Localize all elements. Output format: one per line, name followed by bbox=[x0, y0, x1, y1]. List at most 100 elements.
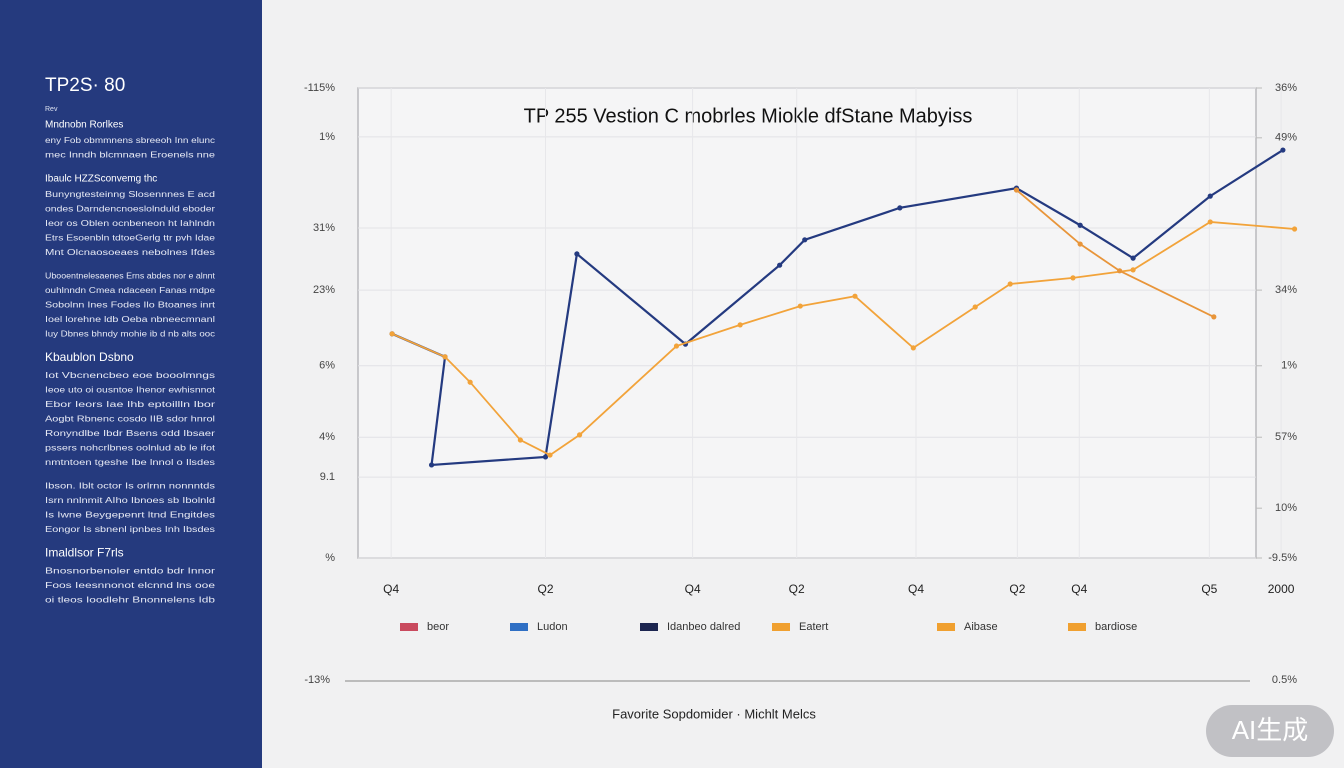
plot-frame bbox=[357, 87, 1257, 559]
point bbox=[517, 437, 523, 443]
point bbox=[1070, 275, 1076, 281]
sidebar-line: Mnt Olcnaosoeaes nebolnes Ifdes bbox=[45, 248, 215, 257]
sidebar-line: Eongor Is sbnenl ipnbes Inh Ibsdes bbox=[45, 525, 215, 534]
y-tick-label: -115% bbox=[304, 82, 335, 94]
y2-tick-label: 1% bbox=[1281, 360, 1297, 372]
point bbox=[737, 322, 743, 328]
sidebar-line: Iuy Dbnes bhndy mohie ib d nb alts ooc bbox=[45, 330, 215, 339]
series-line bbox=[1015, 189, 1215, 318]
sidebar-line: pssers nohcrlbnes oolnlud ab le ifot bbox=[45, 444, 216, 453]
sidebar-line: Ieor os Oblen ocnbeneon ht Iahlndn bbox=[45, 219, 215, 228]
badge-text: AI生成 bbox=[1232, 715, 1309, 745]
sidebar-line: Foos Ieesnnonot elcnnd lns ooe bbox=[45, 581, 216, 590]
sidebar-line: mec Inndh blcmnaen Eroenels nne bbox=[45, 151, 216, 160]
legend-swatch bbox=[1068, 623, 1086, 631]
sidebar-line: nmtntoen tgeshe Ibe lnnol o Ilsdes bbox=[45, 458, 215, 467]
y2-tick-label: 36% bbox=[1275, 82, 1297, 94]
y-tick-label: 6% bbox=[319, 360, 335, 372]
point bbox=[910, 345, 916, 351]
y2-tick-label: -9.5% bbox=[1268, 552, 1297, 564]
series-line bbox=[391, 149, 1284, 467]
point bbox=[1077, 222, 1083, 228]
legend-label: beor bbox=[427, 621, 449, 633]
sidebar-line: ondes Darndencnoeslolnduld eboder bbox=[45, 205, 215, 214]
point bbox=[1207, 193, 1213, 199]
x-tick-label: Q5 bbox=[1201, 582, 1217, 596]
sidebar-line: ouhlnndn Cmea ndaceen Fanas rndpe bbox=[45, 286, 216, 295]
sidebar-line: Ubooentnelesaenes Erns abdes nor e alnnt bbox=[45, 272, 216, 281]
point bbox=[1077, 241, 1083, 247]
point bbox=[802, 237, 808, 243]
sidebar-line: eny Fob obmmnens sbreeoh Inn elunc bbox=[45, 136, 215, 145]
sidebar-line: oi tleos Ioodlehr Bnonnelens Idb bbox=[45, 596, 216, 605]
point bbox=[1013, 187, 1020, 193]
footer-left: -13% bbox=[304, 674, 330, 686]
point bbox=[972, 304, 978, 310]
sidebar-heading: Mndnobn Rorlkes bbox=[45, 120, 123, 131]
legend-label: Idanbeo dalred bbox=[667, 621, 740, 633]
legend-swatch bbox=[640, 623, 658, 631]
sidebar-line: Ebor Ieors Iae Ihb eptoillln Ibor bbox=[45, 400, 216, 409]
legend-swatch bbox=[400, 623, 418, 631]
legend-swatch bbox=[937, 623, 955, 631]
sidebar-title: TP2S· 80 bbox=[45, 75, 125, 96]
x-tick-label: Q2 bbox=[537, 582, 553, 596]
sidebar-line: Iot Vbcnencbeo eoe booolmngs bbox=[45, 371, 215, 380]
sidebar-line: Bunyngtesteinng Slosennnes E acd bbox=[45, 190, 215, 199]
legend-label: bardiose bbox=[1095, 621, 1137, 633]
sidebar-line: Etrs Esoenbln tdtoeGerlg ttr pvh Idae bbox=[45, 234, 216, 243]
point bbox=[1117, 268, 1123, 274]
point bbox=[389, 331, 395, 337]
sidebar-heading: Kbaublon Dsbno bbox=[45, 350, 134, 364]
point bbox=[1211, 314, 1217, 320]
point bbox=[542, 454, 549, 460]
point bbox=[442, 354, 448, 360]
point bbox=[852, 293, 858, 299]
x-tick-label: Q2 bbox=[1009, 582, 1025, 596]
y-tick-label: 1% bbox=[319, 131, 335, 143]
badge bbox=[1206, 705, 1334, 757]
y-tick-label: % bbox=[325, 552, 335, 564]
point bbox=[797, 303, 803, 309]
y-tick-label: 31% bbox=[313, 222, 335, 234]
point bbox=[1130, 255, 1136, 261]
sidebar-heading: Ibaulc HZZSconvemg thc bbox=[45, 174, 157, 185]
sidebar-line: Aogbt Rbnenc cosdo IIB sdor hnrol bbox=[45, 415, 215, 424]
footer-right: 0.5% bbox=[1272, 674, 1297, 686]
y-tick-label: 4% bbox=[319, 431, 335, 443]
legend-swatch bbox=[772, 623, 790, 631]
x-tick-label: Q2 bbox=[789, 582, 805, 596]
x-tick-label: Q4 bbox=[908, 582, 924, 596]
x-tick-label: 2000 bbox=[1268, 582, 1295, 596]
caption: Favorite Sopdomider · Michlt Melcs bbox=[612, 706, 816, 721]
sidebar-line: Is Iwne Beygepenrt ltnd Engitdes bbox=[45, 511, 215, 520]
y-tick-label: 9.1 bbox=[320, 471, 335, 483]
point bbox=[1130, 267, 1136, 273]
point bbox=[1291, 226, 1298, 232]
y2-tick-label: 10% bbox=[1275, 502, 1297, 514]
point bbox=[574, 251, 580, 257]
sidebar-subtitle: Rev bbox=[45, 106, 58, 113]
chart-title: TP 255 Vestion C mobrles Miokle dfStane … bbox=[524, 105, 973, 127]
sidebar-heading: Imaldlsor F7rls bbox=[45, 546, 124, 560]
y-tick-label: 23% bbox=[313, 284, 335, 296]
y2-tick-label: 57% bbox=[1275, 431, 1297, 443]
x-tick-label: Q4 bbox=[383, 582, 399, 596]
x-tick-label: Q4 bbox=[1071, 582, 1087, 596]
sidebar-line: Bnosnorbenoler entdo bdr Innor bbox=[45, 567, 216, 576]
point bbox=[1207, 219, 1213, 225]
x-tick-label: Q4 bbox=[685, 582, 701, 596]
sidebar-line: Ioel lorehne ldb Oeba nbneecmnanl bbox=[45, 315, 215, 324]
legend-label: Aibase bbox=[964, 621, 998, 633]
point bbox=[547, 452, 553, 458]
point bbox=[673, 343, 680, 349]
point bbox=[897, 205, 903, 211]
sidebar-line: Ibson. Iblt octor Is orlrnn nonnntds bbox=[45, 482, 215, 491]
point bbox=[467, 379, 473, 385]
sidebar bbox=[0, 0, 262, 768]
sidebar-line: Sobolnn Ines Fodes Ilo Btoanes inrt bbox=[45, 301, 216, 310]
point bbox=[428, 462, 435, 468]
sidebar-line: Isrn nnlnmit AIho Ibnoes sb Ibolnld bbox=[45, 496, 215, 505]
point bbox=[576, 432, 583, 438]
